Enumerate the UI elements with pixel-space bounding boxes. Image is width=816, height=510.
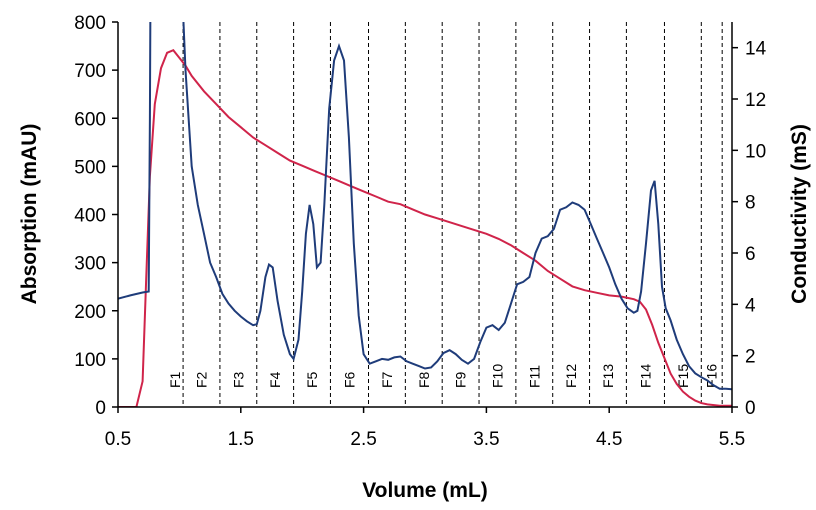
- right-y-axis-ticks: 0 2 4 6 8 10 12 14: [732, 39, 767, 419]
- y-tick-label: 300: [74, 254, 106, 275]
- y2-tick-label: 4: [745, 295, 756, 316]
- fraction-label-f11: F11: [526, 365, 542, 388]
- y2-tick-label: 2: [745, 347, 756, 368]
- fraction-label-f10: F10: [489, 364, 505, 388]
- y-tick-label: 400: [74, 206, 106, 227]
- y-tick-label: 0: [95, 398, 106, 419]
- left-y-axis-ticks: 0 100 200 300 400 500 600 700 800: [74, 13, 118, 419]
- x-tick-label: 2.5: [350, 429, 376, 450]
- x-tick-label: 5.5: [719, 429, 745, 450]
- left-y-axis-title: Absorption (mAU): [18, 124, 41, 305]
- fraction-labels: F1 F2 F3 F4 F5 F6 F7 F8 F9 F10 F11 F12 F13 F14 F15 F16: [167, 364, 720, 388]
- fraction-label-f1: F1: [167, 371, 183, 388]
- fraction-label-f12: F12: [563, 364, 579, 388]
- x-tick-label: 1.5: [228, 429, 254, 450]
- fraction-label-f8: F8: [416, 371, 432, 388]
- y2-tick-label: 0: [745, 398, 756, 419]
- fraction-label-f5: F5: [304, 371, 320, 388]
- x-tick-label: 4.5: [596, 429, 622, 450]
- x-axis-ticks: 0.5 1.5 2.5 3.5 4.5 5.5: [105, 407, 745, 450]
- y-tick-label: 600: [74, 109, 106, 130]
- y2-tick-label: 8: [745, 193, 756, 214]
- conductivity-series-line: [118, 48, 732, 407]
- x-tick-label: 0.5: [105, 429, 131, 450]
- right-y-axis-title: Conductivity (mS): [788, 124, 811, 304]
- y-tick-label: 500: [74, 157, 106, 178]
- y-tick-label: 800: [74, 13, 106, 34]
- fraction-label-f7: F7: [379, 371, 395, 388]
- fraction-label-f9: F9: [453, 371, 469, 388]
- fraction-label-f13: F13: [600, 364, 616, 388]
- fraction-label-f14: F14: [637, 364, 653, 388]
- fraction-dividers: [182, 22, 723, 407]
- y-tick-label: 700: [74, 61, 106, 82]
- fraction-label-f4: F4: [267, 371, 283, 388]
- x-tick-label: 3.5: [473, 429, 499, 450]
- y2-tick-label: 10: [745, 141, 766, 162]
- fraction-label-f3: F3: [230, 371, 246, 388]
- fraction-label-f6: F6: [341, 371, 357, 388]
- y2-tick-label: 12: [745, 90, 766, 111]
- y-tick-label: 100: [74, 350, 106, 371]
- x-axis-title: Volume (mL): [362, 479, 488, 502]
- absorption-series-line: [118, 22, 732, 391]
- y-tick-label: 200: [74, 302, 106, 323]
- fraction-label-f2: F2: [194, 371, 210, 388]
- y2-tick-label: 14: [745, 39, 767, 60]
- fraction-label-f15: F15: [675, 364, 691, 388]
- y2-tick-label: 6: [745, 244, 756, 265]
